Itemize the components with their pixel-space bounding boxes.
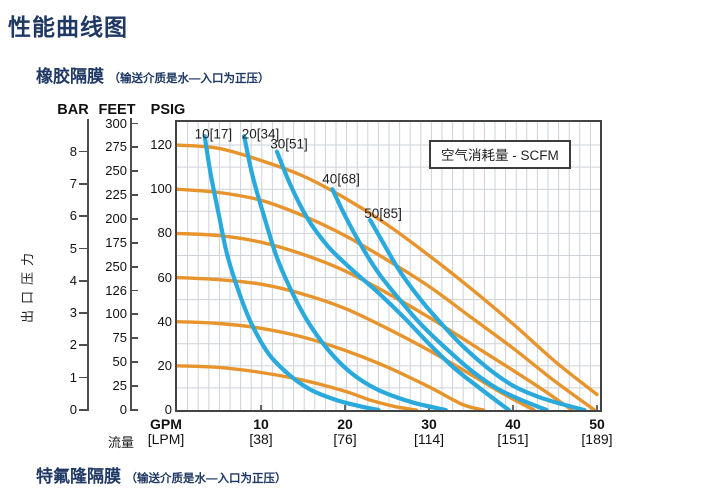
gpm-tick-label: 50 — [589, 416, 605, 432]
section-rubber-note: （输送介质是水—入口为正压） — [108, 73, 270, 85]
section-teflon-diaphragm: 特氟隆隔膜 （输送介质是水—入口为正压） — [36, 462, 286, 487]
bar-tick-mark — [79, 376, 87, 379]
water-pressure-curve-20psig — [177, 364, 419, 410]
bar-tick-label: 3 — [69, 305, 77, 321]
feet-tick-label: 75 — [112, 330, 127, 346]
psig-tick-label: 80 — [157, 225, 172, 241]
feet-tick-mark — [131, 241, 138, 244]
air-consumption-curve-50[85] — [368, 218, 587, 410]
water-pressure-curve-120psig — [177, 143, 599, 397]
air-curve-label-40[68]: 40[68] — [322, 172, 360, 187]
bar-tick-mark — [79, 344, 87, 347]
feet-tick-mark — [131, 217, 138, 220]
feet-tick-mark — [131, 408, 138, 411]
section-rubber-name: 橡胶隔膜 — [36, 67, 104, 86]
feet-tick-label: 0 — [119, 401, 127, 417]
section-teflon-note: （输送介质是水—入口为正压） — [125, 473, 287, 485]
axis-header-bar: BAR — [57, 102, 89, 118]
air-consumption-curve-40[68] — [330, 187, 549, 410]
bar-tick-label: 6 — [69, 208, 77, 224]
feet-tick-label: 275 — [105, 139, 127, 155]
performance-chart-svg: 10[17] 20[34]30[51] 40[68] 50[85] — [177, 122, 600, 410]
y-axis-title: 出口压力 — [20, 247, 35, 324]
bar-tick-label: 4 — [69, 272, 77, 288]
bar-tick-mark — [79, 247, 87, 250]
psig-tick-label: 40 — [157, 313, 172, 329]
feet-tick-mark — [131, 170, 138, 173]
water-pressure-curve-40psig — [177, 320, 486, 410]
feet-tick-mark — [131, 194, 138, 196]
bar-tick-label: 0 — [69, 402, 77, 417]
bar-tick-label: 1 — [69, 369, 77, 385]
feet-tick-label: 126 — [105, 282, 127, 298]
feet-tick-label: 100 — [105, 306, 127, 322]
lpm-tick-label: [189] — [581, 431, 613, 447]
feet-tick-label: 175 — [105, 234, 127, 250]
air-consumption-curve-10[17] — [202, 134, 381, 410]
air-consumption-curve-20[34] — [242, 134, 448, 410]
feet-tick-mark — [131, 146, 138, 149]
feet-tick-mark — [131, 385, 138, 387]
air-consumption-curve-30[51] — [274, 149, 511, 410]
feet-tick-label: 250 — [105, 258, 127, 274]
gpm-tick-label: 20 — [337, 416, 353, 432]
psig-tick-label: 20 — [157, 357, 172, 373]
bar-tick-mark — [79, 409, 87, 411]
lpm-tick-label: [114] — [413, 431, 445, 447]
x-axis-unit-gpm: GPM — [150, 416, 182, 432]
x-axis-unit-lpm: [LPM] — [147, 431, 185, 447]
feet-axis-line — [130, 118, 132, 411]
psig-tick-label: 60 — [157, 269, 172, 285]
bar-tick-mark — [79, 312, 87, 314]
axis-header-feet: FEET — [98, 102, 136, 118]
section-rubber-diaphragm: 橡胶隔膜 （输送介质是水—入口为正压） — [36, 62, 269, 87]
feet-tick-label: 225 — [105, 187, 127, 203]
bar-tick-label: 8 — [69, 143, 77, 159]
feet-tick-mark — [131, 313, 138, 316]
water-pressure-curve-80psig — [177, 231, 574, 410]
feet-tick-label: 200 — [105, 210, 127, 226]
bar-axis-line — [87, 119, 89, 411]
feet-tick-mark — [131, 361, 138, 363]
flow-label: 流量 — [108, 435, 135, 450]
bar-tick-label: 5 — [69, 240, 77, 256]
bar-tick-mark — [79, 215, 87, 217]
lpm-tick-label: [38] — [249, 431, 273, 447]
feet-tick-mark — [131, 289, 138, 292]
bar-tick-mark — [79, 182, 87, 185]
page-title: 性能曲线图 — [8, 14, 128, 40]
gpm-tick-label: 40 — [505, 416, 521, 432]
lpm-tick-label: [151] — [497, 431, 529, 447]
feet-tick-mark — [131, 265, 138, 268]
water-pressure-curve-100psig — [177, 187, 597, 410]
feet-tick-label: 50 — [112, 354, 127, 370]
air-curve-label-10[17]: 10[17] — [195, 127, 233, 142]
feet-tick-label: 300 — [105, 115, 127, 131]
gpm-tick-label: 10 — [253, 416, 269, 432]
psig-tick-label: 120 — [150, 137, 172, 153]
feet-tick-mark — [131, 337, 138, 340]
legend-air-consumption: 空气消耗量 - SCFM — [429, 140, 571, 169]
air-curve-label-30[51]: 30[51] — [270, 136, 308, 151]
air-curve-label-20[34]: 20[34] — [242, 127, 280, 142]
psig-tick-label: 0 — [164, 402, 172, 417]
feet-tick-label: 25 — [112, 378, 127, 394]
feet-tick-mark — [131, 122, 138, 125]
psig-tick-label: 100 — [150, 181, 172, 197]
lpm-tick-label: [76] — [333, 431, 357, 447]
bar-tick-mark — [79, 279, 87, 282]
feet-tick-label: 250 — [105, 163, 127, 179]
section-teflon-name: 特氟隆隔膜 — [36, 467, 121, 486]
axis-header-psig: PSIG — [150, 102, 186, 118]
bar-tick-label: 7 — [69, 175, 77, 191]
air-curve-label-50[85]: 50[85] — [364, 206, 402, 221]
bar-tick-mark — [79, 150, 87, 153]
gpm-tick-label: 30 — [421, 416, 437, 432]
bar-tick-label: 2 — [69, 337, 77, 353]
